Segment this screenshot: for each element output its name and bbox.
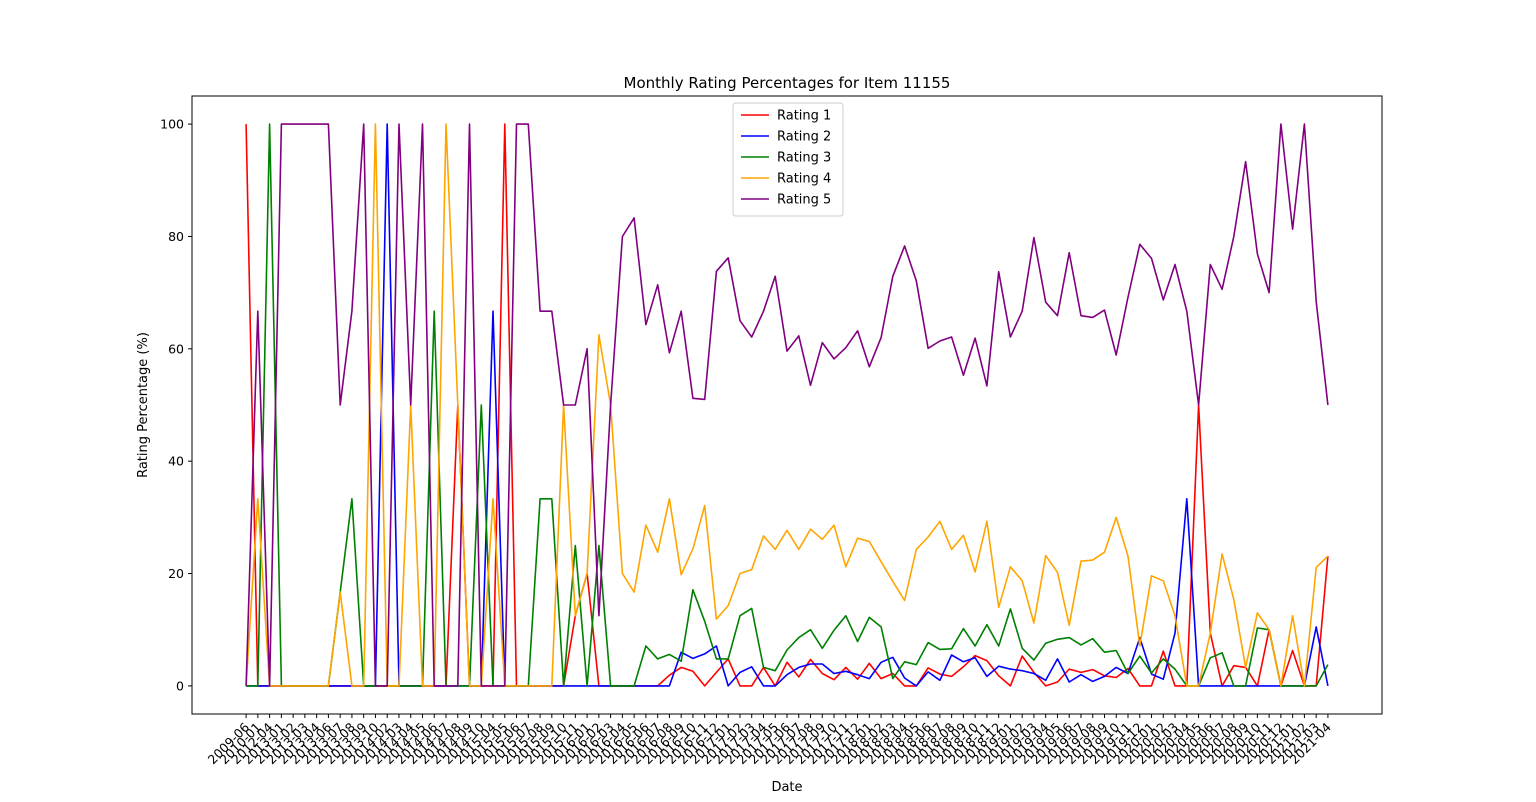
y-tick-label: 0 (176, 678, 184, 693)
legend-box (732, 102, 844, 217)
series-line (245, 123, 1329, 687)
legend-label: Rating 5 (777, 193, 831, 208)
y-tick-label: 20 (168, 566, 184, 581)
y-tick-label: 80 (168, 229, 184, 244)
legend-label: Rating 1 (777, 109, 831, 124)
series-line (246, 123, 1329, 687)
legend: Rating 1 Rating 2 Rating 3 Rating 4 Rating 5 (732, 102, 844, 217)
legend-label: Rating 2 (777, 130, 831, 145)
y-axis-label: Rating Percentage (%) (136, 332, 151, 478)
y-tick-label: 40 (168, 454, 184, 469)
legend-label: Rating 3 (777, 151, 831, 166)
y-tick-label: 60 (168, 341, 184, 356)
x-axis-label: Date (771, 780, 802, 795)
legend-label: Rating 4 (777, 172, 831, 187)
series-line (245, 123, 1329, 687)
chart-title: Monthly Rating Percentages for Item 1115… (624, 74, 951, 92)
y-tick-label: 100 (160, 117, 184, 132)
